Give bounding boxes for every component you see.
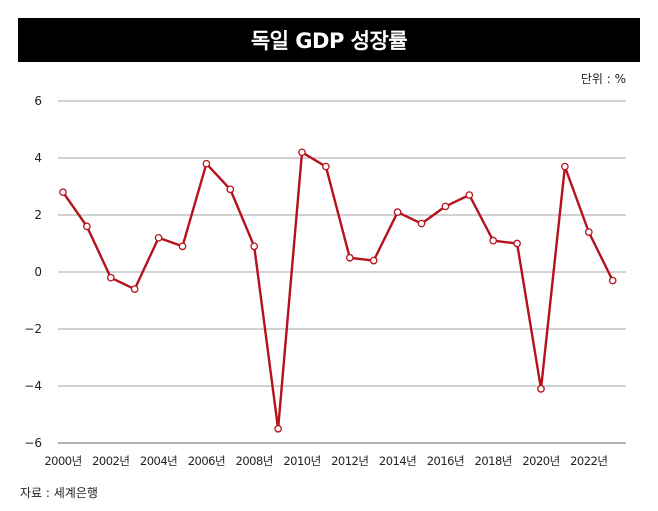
x-tick-label: 2002년	[92, 454, 129, 468]
data-point	[489, 236, 498, 245]
data-point	[130, 285, 139, 293]
y-tick-label: 2	[34, 208, 42, 222]
data-point	[417, 219, 426, 228]
data-point	[345, 253, 354, 262]
x-tick-label: 2012년	[331, 454, 368, 468]
data-point	[202, 159, 211, 168]
x-tick-label: 2006년	[188, 454, 225, 468]
data-point	[608, 276, 617, 285]
data-point	[226, 185, 235, 194]
source-label: 자료 : 세계은행	[20, 486, 98, 500]
y-tick-label: −4	[24, 379, 42, 393]
data-point	[59, 188, 67, 197]
x-tick-label: 2018년	[475, 454, 512, 468]
data-point	[561, 162, 569, 171]
data-point	[441, 202, 450, 211]
x-tick-label: 2010년	[283, 454, 320, 468]
data-point	[322, 162, 330, 171]
data-point	[250, 242, 259, 251]
x-tick-label: 2016년	[427, 454, 464, 468]
y-tick-label: 4	[34, 151, 42, 165]
data-point	[513, 239, 521, 248]
chart-title: 독일 GDP 성장률	[18, 18, 640, 62]
x-tick-label: 2000년	[44, 454, 81, 468]
y-tick-label: −2	[24, 322, 42, 336]
x-tick-label: 2008년	[236, 454, 273, 468]
data-point	[393, 208, 402, 216]
data-point	[178, 242, 187, 251]
x-tick-label: 2004년	[140, 454, 177, 468]
x-tick-label: 2020년	[522, 454, 559, 468]
data-point	[584, 228, 593, 236]
data-point	[83, 222, 91, 231]
series-line	[61, 151, 614, 430]
x-tick-label: 2014년	[379, 454, 416, 468]
y-tick-label: 6	[34, 94, 42, 108]
data-point	[274, 424, 282, 433]
data-point	[154, 233, 163, 242]
y-tick-label: 0	[34, 265, 42, 279]
unit-label: 단위 : %	[580, 72, 626, 86]
y-tick-label: −6	[24, 436, 42, 450]
data-point	[298, 148, 306, 157]
data-point	[106, 273, 115, 282]
data-point	[537, 384, 545, 393]
x-tick-label: 2022년	[570, 454, 607, 468]
data-point	[369, 256, 378, 265]
data-point	[465, 191, 474, 199]
